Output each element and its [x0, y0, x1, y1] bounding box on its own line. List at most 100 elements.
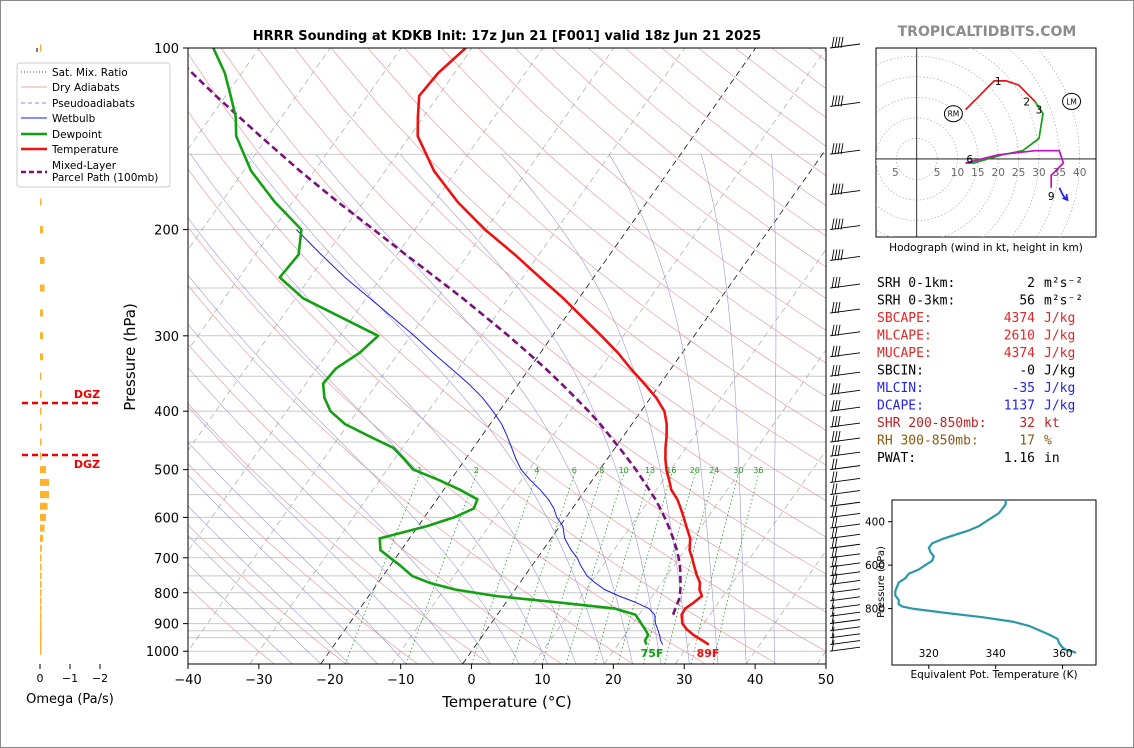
hodograph-height-label: 1	[995, 76, 1002, 88]
omega-bar	[40, 534, 43, 542]
wind-barb-staff	[829, 512, 861, 518]
wind-barb-flag	[831, 471, 835, 483]
omega-bar	[40, 544, 42, 552]
wind-barb-staff	[829, 626, 861, 632]
dry-adiabat-line	[188, 586, 275, 664]
wind-barb-flag	[837, 415, 841, 428]
wind-barb-staff	[829, 633, 861, 639]
omega-bar	[40, 332, 43, 340]
wind-barb-flag	[834, 527, 838, 539]
wind-barb-flag	[840, 95, 844, 107]
stat-label: PWAT:	[877, 451, 916, 466]
dry-adiabat-line	[477, 48, 826, 331]
wind-barb-flag	[837, 218, 841, 230]
stat-value: 32	[1019, 416, 1035, 431]
hodograph-ring-label: 25	[1012, 167, 1025, 179]
wind-barb-flag	[834, 537, 838, 549]
theta-e-y-tick-label: 400	[865, 517, 885, 529]
wind-barb-staff	[829, 619, 861, 625]
stat-label: DCAPE:	[877, 399, 924, 414]
stat-row: MLCIN: -35 J/kg	[877, 381, 1075, 396]
mixing-ratio-label: 6	[572, 466, 577, 475]
theta-e-ylabel: Pressure (hPa)	[876, 546, 887, 618]
wind-barb-staff	[829, 422, 861, 428]
isotherm-line	[745, 550, 826, 664]
wind-barb-flag	[831, 506, 835, 518]
wind-barb-flag	[834, 36, 838, 49]
wind-barb-flag	[831, 301, 835, 314]
moist-adiabat-line	[315, 154, 633, 664]
wind-barb-staff	[829, 437, 861, 443]
mixing-ratio-line	[664, 469, 716, 664]
isotherm-line	[249, 48, 686, 664]
skew-t-plot-border	[187, 47, 827, 665]
moist-adiabat-line	[771, 154, 777, 664]
stat-label: MLCAPE:	[877, 329, 932, 344]
moist-adiabat-line	[188, 406, 435, 664]
dry-adiabat-line	[188, 52, 826, 613]
stat-row: MLCAPE: 2610 J/kg	[877, 329, 1075, 344]
moist-adiabat-line	[188, 274, 520, 664]
omega-bar	[40, 198, 42, 206]
theta-e-inner	[894, 500, 1077, 655]
wind-barb-flag	[837, 400, 841, 412]
stat-label: SBCAPE:	[877, 311, 932, 326]
wind-barb-flag	[837, 430, 841, 443]
wind-barb-flag	[831, 597, 835, 609]
stat-row: SBCIN: -0 J/kg	[877, 364, 1075, 379]
stat-row: SRH 0-3km: 56 m²s⁻²	[877, 294, 1083, 309]
omega-bar	[40, 309, 43, 317]
wind-barb-staff	[829, 225, 861, 231]
stat-row: MUCAPE: 4374 J/kg	[877, 346, 1075, 361]
mixing-ratio-label: 16	[666, 466, 676, 475]
wind-barb-flag	[840, 183, 844, 195]
skew-t-series	[188, 48, 710, 646]
wind-barb-flag	[834, 183, 838, 195]
omega-bar	[40, 502, 48, 510]
y-tick-label: 600	[154, 511, 179, 526]
stat-label: RH 300-850mb:	[877, 434, 979, 449]
wind-barb-flag	[834, 517, 838, 529]
legend-label-dry-adiabat: Dry Adiabats	[52, 82, 120, 94]
wind-barb-flag	[840, 143, 844, 155]
hodograph-trace	[965, 100, 1044, 164]
hodograph-ring-label: 5	[934, 167, 941, 179]
wind-barb-flag	[834, 400, 838, 412]
omega-bar	[40, 372, 42, 380]
wind-barb-flag	[831, 218, 835, 230]
omega-bar	[40, 524, 45, 532]
stat-label: SRH 0-1km:	[877, 276, 955, 291]
omega-bar	[40, 491, 49, 499]
wind-barb-flag	[837, 276, 841, 289]
mixing-ratio-label: 2	[474, 466, 479, 475]
wind-barb-staff	[829, 389, 861, 395]
stat-unit: in	[1044, 451, 1060, 466]
stat-unit: %	[1044, 434, 1052, 449]
wind-barb-flag	[831, 415, 835, 428]
wind-barb-flag	[831, 589, 835, 601]
omega-bar	[40, 580, 42, 588]
mixing-ratio-line	[712, 469, 761, 664]
dry-adiabat-line	[188, 524, 347, 664]
wind-barb-staff	[829, 308, 861, 314]
wind-barb-staff	[829, 571, 861, 577]
isotherm-line	[462, 148, 826, 664]
mixing-ratio-label: 8	[599, 466, 604, 475]
wind-barb-flag	[834, 383, 838, 395]
theta-e-panel: 320 340 360 400 600 800	[865, 499, 1097, 669]
wind-barb-flag	[834, 564, 838, 576]
y-tick-label: 100	[154, 42, 179, 57]
skew-t-background	[188, 48, 826, 664]
stat-row: SHR 200-850mb: 32 kt	[877, 416, 1060, 431]
omega-bar	[40, 647, 42, 655]
wind-barb-flag	[840, 36, 844, 49]
wind-barb-flag	[834, 324, 838, 336]
wind-barb-flag	[837, 36, 841, 49]
omega-bar	[40, 452, 42, 460]
stat-value: 2	[1027, 276, 1035, 291]
hodograph-height-label: 2	[1023, 96, 1030, 108]
stat-value: -35	[1012, 381, 1035, 396]
wind-barb-flag	[831, 619, 835, 631]
omega-bar	[40, 44, 42, 52]
mixing-ratio-line	[541, 469, 604, 664]
